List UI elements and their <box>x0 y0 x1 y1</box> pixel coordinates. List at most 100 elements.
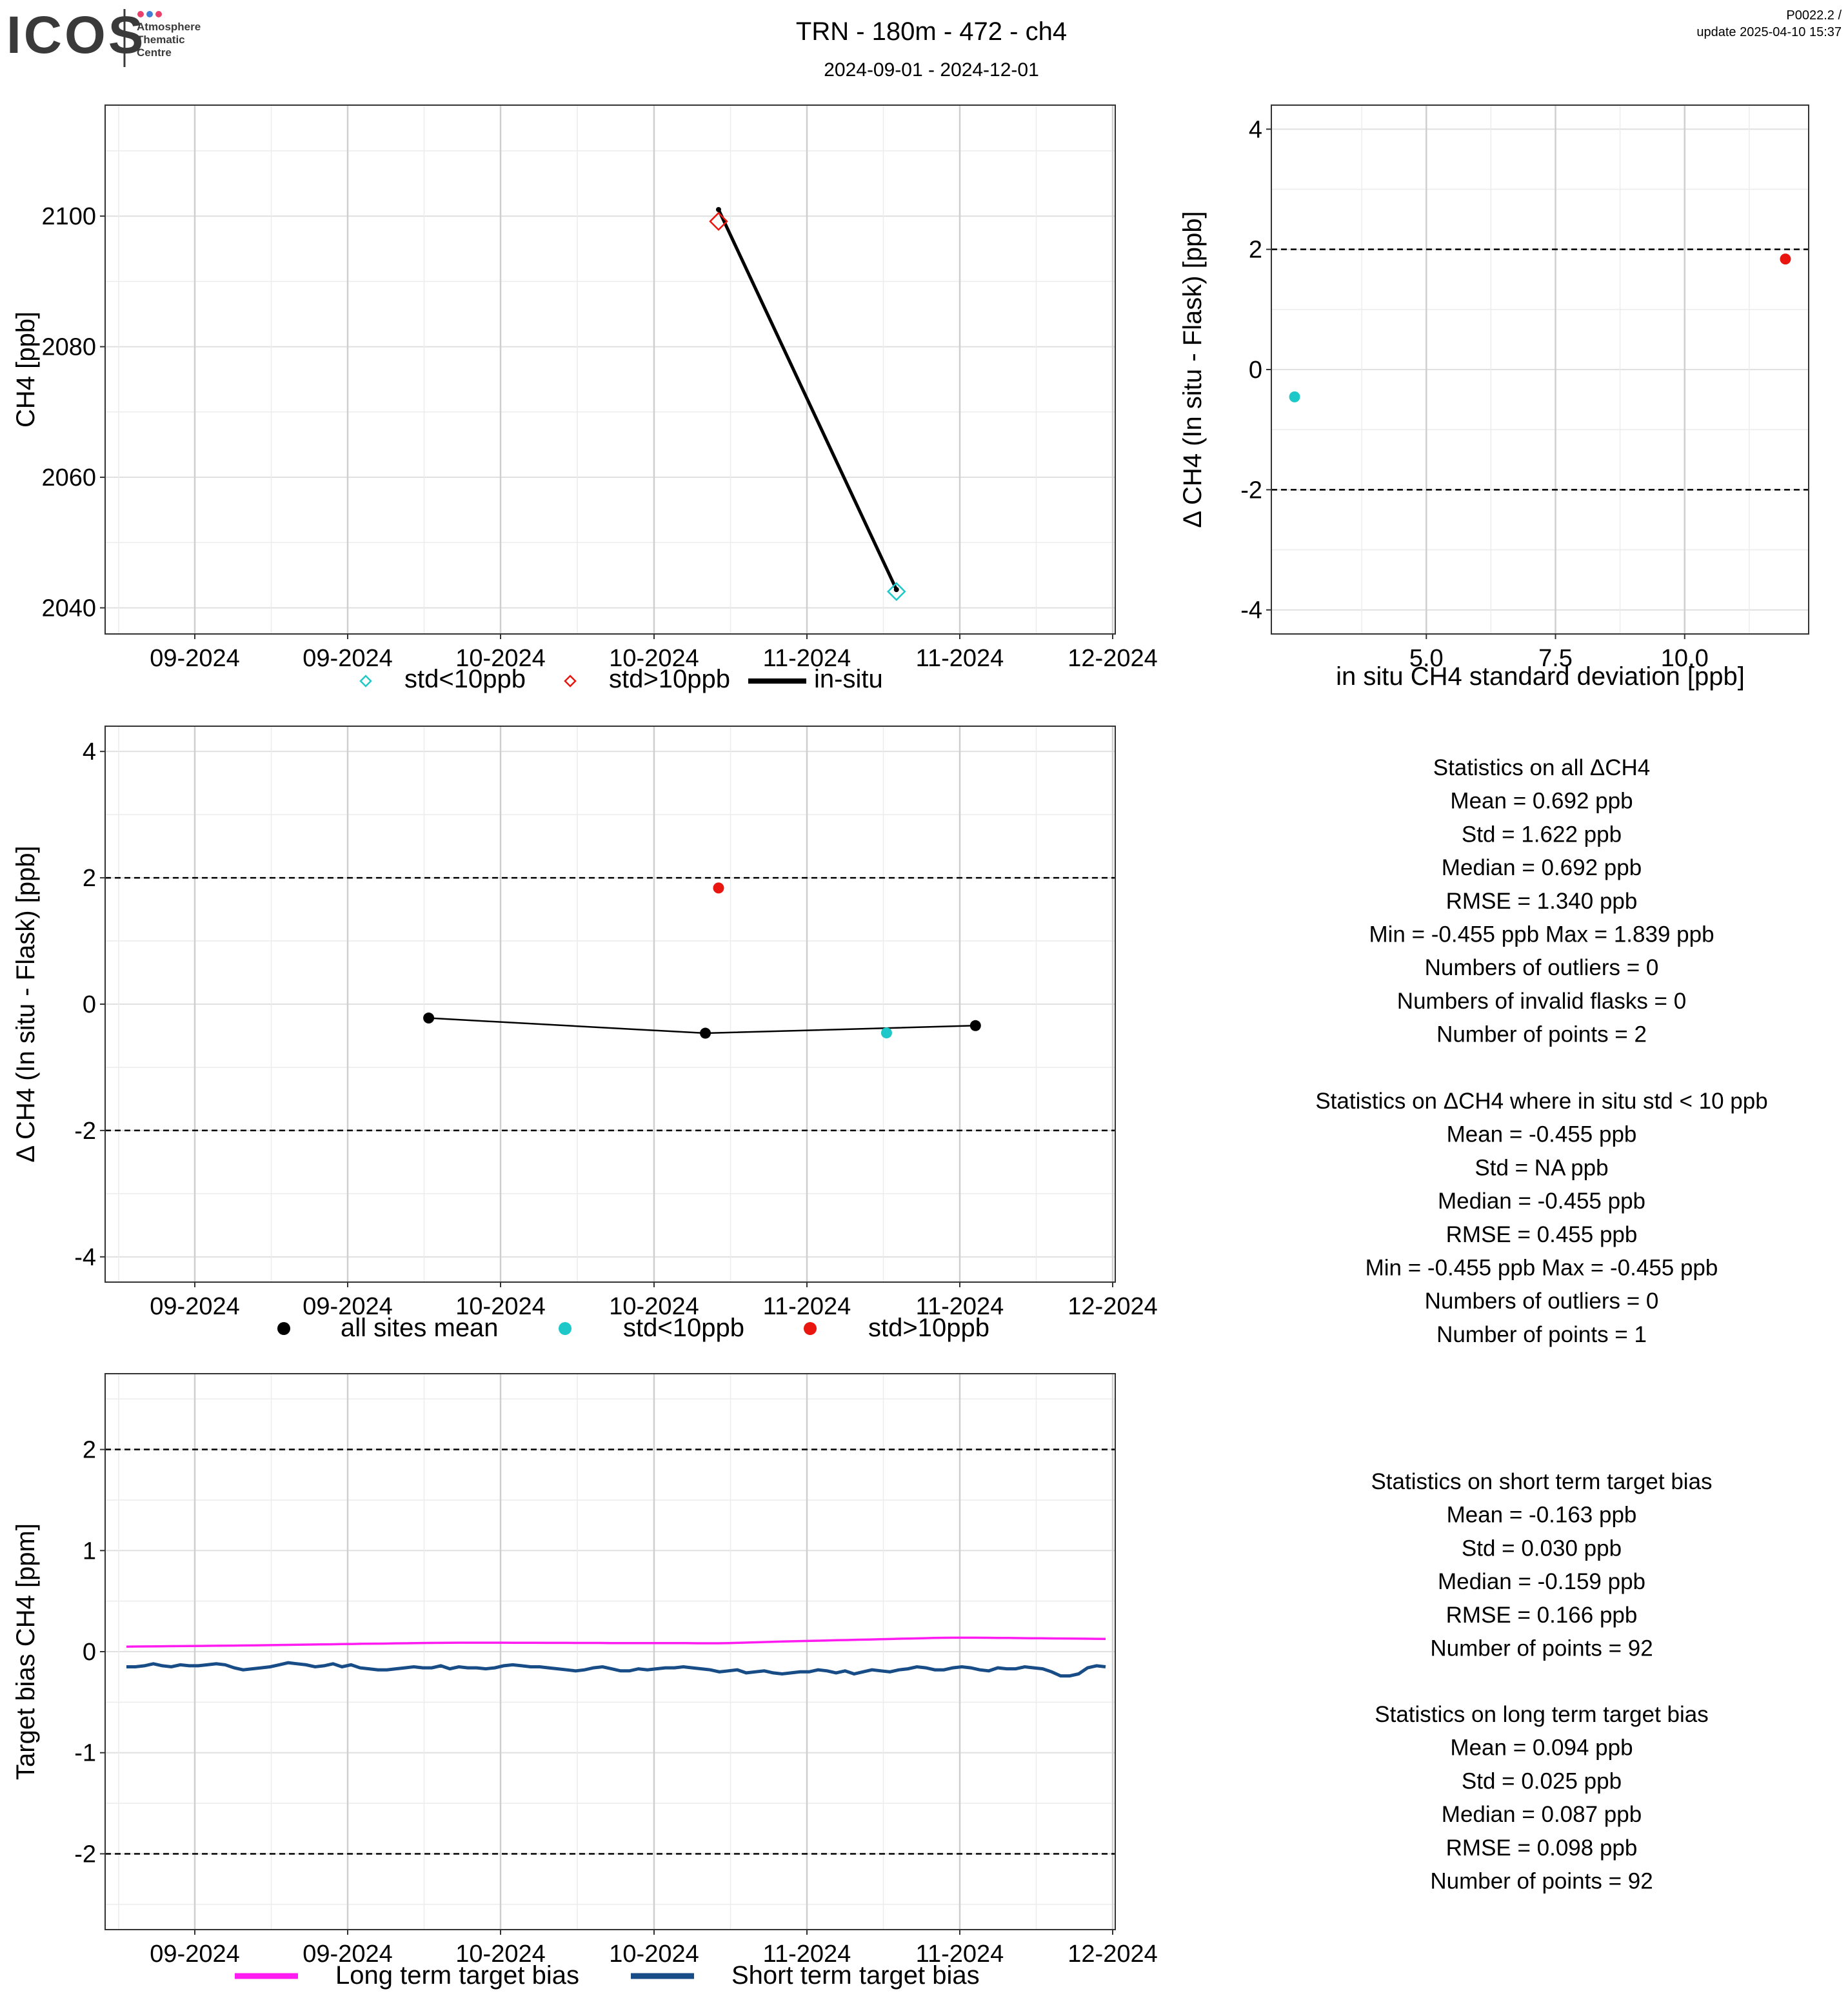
y-tick-label: 4 <box>1249 116 1262 143</box>
stats-line: Numbers of outliers = 0 <box>1425 1289 1659 1314</box>
plot-border <box>104 1373 1116 1930</box>
legend-diamond <box>359 675 372 687</box>
stats-line: Median = -0.159 ppb <box>1438 1569 1645 1594</box>
legend-label: in-situ <box>814 665 883 693</box>
plot-background <box>105 105 1115 634</box>
legend-label: std>10ppb <box>609 665 730 693</box>
y-tick-label: -2 <box>1240 477 1262 504</box>
y-tick-label: 0 <box>1249 357 1262 384</box>
delta-point <box>700 1027 711 1039</box>
x-tick-label: 10-2024 <box>455 645 545 672</box>
y-tick-label: 2 <box>83 1437 96 1464</box>
x-axis-label: in situ CH4 standard deviation [ppb] <box>1336 662 1745 691</box>
stats-line: RMSE = 0.166 ppb <box>1446 1603 1638 1628</box>
y-tick-label: 2060 <box>41 464 96 491</box>
scatter-chart: -4 -2 0 2 4 5.0 7.5 10.0 Δ CH4 (In situ - Flask)… <box>1178 104 1809 691</box>
x-tick-label: 11-2024 <box>916 1941 1004 1968</box>
logo-sub-line: Atmosphere <box>137 21 201 33</box>
y-tick-label: 2 <box>83 865 96 892</box>
y-tick-label: 1 <box>83 1537 96 1565</box>
figure-title: TRN - 180m - 472 - ch4 <box>796 17 1067 46</box>
legend-dot <box>804 1322 817 1335</box>
delta-chart: -4 -2 0 2 4 Δ CH4 (In situ - Flask) [ppb] 09-2… <box>12 726 1158 1342</box>
delta-legend: all sites mean std<10ppb std>10ppb <box>277 1314 989 1342</box>
stats-line: Number of points = 92 <box>1430 1869 1653 1894</box>
x-tick-label: 10-2024 <box>609 1941 699 1968</box>
stats-line: Mean = 0.692 ppb <box>1450 789 1633 814</box>
stats-line: Mean = -0.455 ppb <box>1447 1122 1637 1147</box>
x-tick-label: 10-2024 <box>609 645 699 672</box>
x-tick-label: 11-2024 <box>763 1293 851 1320</box>
y-tick-label: 4 <box>83 738 96 766</box>
y-tick-label: -2 <box>74 1118 96 1145</box>
legend-label: std>10ppb <box>868 1314 989 1342</box>
scatter-point <box>1780 253 1791 265</box>
x-tick-label: 10-2024 <box>455 1293 545 1320</box>
x-tick-label: 11-2024 <box>916 1293 1004 1320</box>
logo-sub-line: Thematic <box>137 34 185 46</box>
stats-line: Std = 0.025 ppb <box>1462 1768 1622 1794</box>
stats-title: Statistics on short term target bias <box>1371 1469 1712 1494</box>
y-tick-label: -2 <box>74 1841 96 1868</box>
x-tick-label: 11-2024 <box>763 645 851 672</box>
plot-border <box>104 726 1116 1283</box>
y-tick-label: -4 <box>74 1244 96 1271</box>
stats-line: Numbers of invalid flasks = 0 <box>1397 989 1686 1014</box>
y-tick-label: 2040 <box>41 595 96 622</box>
icos-logo: ICOS Atmosphere Thematic Centre <box>6 6 201 67</box>
delta-point <box>969 1020 981 1031</box>
stats-line: RMSE = 0.455 ppb <box>1446 1222 1638 1247</box>
plot-border <box>1271 104 1809 635</box>
legend-dot <box>559 1322 571 1335</box>
y-tick-label: 2 <box>1249 237 1262 264</box>
figure-subtitle: 2024-09-01 - 2024-12-01 <box>824 59 1039 81</box>
delta-point <box>423 1013 435 1024</box>
logo-dot <box>137 11 144 17</box>
target-bias-line <box>126 1636 1106 1648</box>
update-label: update 2025-04-10 15:37 <box>1696 25 1842 39</box>
x-tick-label: 12-2024 <box>1068 645 1157 672</box>
stats-line: Number of points = 92 <box>1430 1636 1653 1661</box>
stats-line: Std = 0.030 ppb <box>1462 1536 1622 1561</box>
scatter-point <box>1289 391 1300 402</box>
legend-label: std<10ppb <box>623 1314 744 1342</box>
logo-text: ICOS <box>6 6 146 64</box>
y-tick-label: 2100 <box>41 203 96 230</box>
stats-line: Std = NA ppb <box>1475 1155 1608 1180</box>
stats-line: RMSE = 0.098 ppb <box>1446 1835 1638 1861</box>
legend-dot <box>277 1322 290 1335</box>
stats-line: Min = -0.455 ppb Max = -0.455 ppb <box>1366 1256 1718 1281</box>
delta-point <box>880 1027 892 1039</box>
x-tick-label: 5.0 <box>1409 645 1444 672</box>
stats-line: Mean = 0.094 ppb <box>1450 1735 1633 1761</box>
y-tick-label: 0 <box>83 1639 96 1666</box>
y-axis-label: CH4 [ppb] <box>12 311 40 428</box>
x-tick-label: 09-2024 <box>303 1941 392 1968</box>
stats-line: RMSE = 1.340 ppb <box>1446 889 1638 914</box>
x-tick-label: 10-2024 <box>455 1941 545 1968</box>
x-tick-label: 09-2024 <box>150 1941 239 1968</box>
in-situ-point <box>893 587 899 593</box>
y-tick-label: -1 <box>74 1740 96 1767</box>
stats-line: Number of points = 2 <box>1436 1022 1647 1047</box>
logo-dot <box>146 11 153 17</box>
stats-line: Median = 0.087 ppb <box>1442 1802 1642 1827</box>
stats-line: Median = 0.692 ppb <box>1442 855 1642 880</box>
legend-label: Long term target bias <box>335 1961 579 1990</box>
target-legend: Long term target bias Short term target b… <box>235 1961 980 1990</box>
diamond-marker <box>709 212 728 231</box>
stats-title: Statistics on long term target bias <box>1375 1702 1708 1727</box>
x-tick-label: 09-2024 <box>150 1293 239 1320</box>
x-tick-label: 12-2024 <box>1068 1941 1157 1968</box>
x-tick-label: 09-2024 <box>303 1293 392 1320</box>
diamond-marker <box>886 582 906 601</box>
y-tick-label: 0 <box>83 991 96 1018</box>
stats-title: Statistics on all ΔCH4 <box>1433 755 1651 780</box>
x-tick-label: 09-2024 <box>150 645 239 672</box>
delta-point <box>713 882 724 894</box>
legend-label: Short term target bias <box>731 1961 980 1990</box>
legend-diamond <box>564 675 577 687</box>
timeseries-chart: 2040 2060 2080 2100 CH4 [ppb] 09-2024 09-2024 1… <box>12 104 1158 693</box>
y-tick-label: 2080 <box>41 334 96 361</box>
